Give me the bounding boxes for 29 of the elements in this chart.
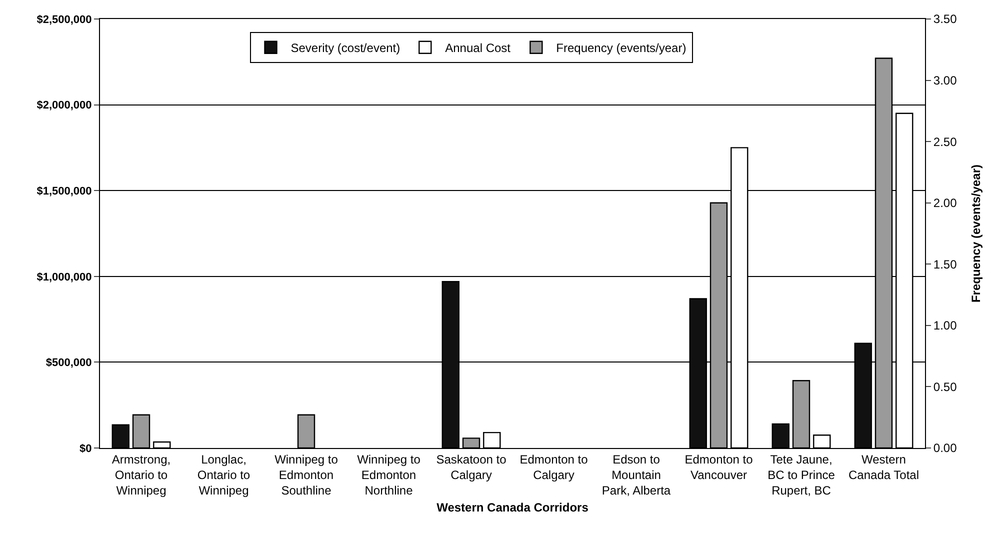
x-tick-label: Armstrong, Ontario to Winnipeg	[112, 452, 171, 498]
x-tick-label: Winnipeg to Edmonton Southline	[274, 452, 338, 498]
x-tick-label: Winnipeg to Edmonton Northline	[357, 452, 421, 498]
y2-tick-label: 3.50	[933, 12, 958, 26]
x-tick-label: Longlac, Ontario to Winnipeg	[197, 452, 250, 498]
y2-tick-label: 3.00	[933, 73, 958, 88]
y-tick-label: $500,000	[46, 357, 92, 370]
y-tick-label: $1,500,000	[36, 185, 92, 198]
y2-tick-label: 1.50	[933, 257, 958, 272]
y2-tick-label: 0.00	[933, 441, 958, 456]
y2-tick-label: 2.00	[933, 196, 958, 210]
y2-tick-label: 2.50	[933, 134, 958, 149]
y-tick-label: $0	[80, 442, 92, 455]
legend-label: Annual Cost	[445, 41, 512, 56]
x-tick-label: Edmonton to Calgary	[520, 452, 588, 482]
x-tick-label: Western Canada Total	[848, 452, 919, 482]
x-tick-label: Edson to Mountain Park, Alberta	[602, 452, 671, 498]
x-tick-label: Edmonton to Vancouver	[684, 452, 754, 482]
y2-tick-label: 1.00	[933, 318, 958, 333]
y2-tick-label: 0.50	[933, 380, 958, 394]
x-axis-title: Western Canada Corridors	[436, 500, 589, 514]
legend-label: Severity (cost/event)	[290, 41, 400, 56]
legend-label: Frequency (events/year)	[556, 41, 686, 56]
y-tick-label: $2,000,000	[36, 100, 92, 112]
y-tick-label: $2,500,000	[36, 14, 92, 26]
y2-axis-title: Frequency (events/year)	[968, 164, 983, 303]
x-tick-label: Saskatoon to Calgary	[436, 452, 507, 482]
x-tick-label: Tete Jaune, BC to Prince Rupert, BC	[768, 452, 836, 498]
y-tick-label: $1,000,000	[36, 271, 92, 284]
